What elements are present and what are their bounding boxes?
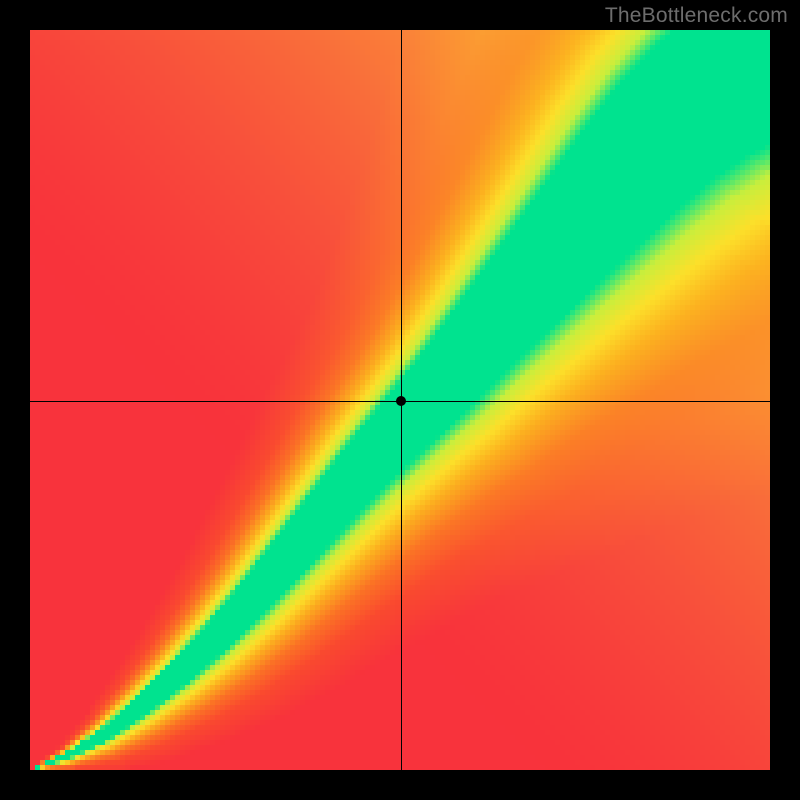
crosshair-marker — [396, 396, 406, 406]
plot-area — [30, 30, 770, 770]
chart-frame: TheBottleneck.com — [0, 0, 800, 800]
watermark-text: TheBottleneck.com — [605, 4, 788, 28]
